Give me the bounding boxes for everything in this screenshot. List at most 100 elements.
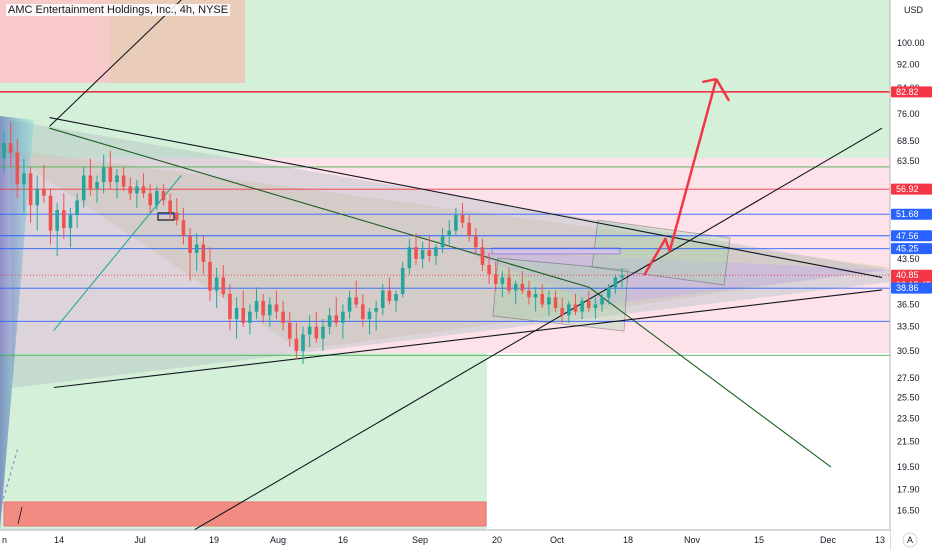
trend-line [588, 286, 832, 468]
price-tag-box [891, 208, 932, 220]
candle-body [513, 283, 518, 291]
candle-body [307, 326, 312, 335]
candle-body [493, 274, 498, 284]
candle-body [28, 173, 33, 206]
candle-body [42, 188, 46, 196]
candle-body [95, 182, 99, 189]
candle-body [55, 210, 59, 231]
candle-body [128, 186, 133, 194]
candle-body [527, 290, 531, 298]
candle-body [593, 304, 598, 309]
candle-body [81, 175, 86, 201]
candle-body [254, 300, 259, 312]
candle-body [8, 142, 13, 153]
candle-body [135, 186, 139, 194]
candle-body [35, 188, 40, 206]
small-purple-rect [491, 247, 621, 255]
candle-body [361, 304, 365, 320]
price-axis[interactable]: USD 100.0092.0084.0076.0068.5063.5056.50… [889, 0, 932, 550]
time-axis-bg [0, 530, 890, 550]
trend-line [49, 127, 590, 288]
candle-body [148, 193, 152, 206]
y-tick-label: 43.50 [897, 254, 920, 264]
candle-body [553, 297, 558, 309]
candle-body [354, 297, 358, 305]
candle-body [214, 277, 219, 291]
candle-body [394, 293, 398, 301]
y-tick-label: 68.50 [897, 136, 920, 146]
forecast-arrow-layer [643, 77, 731, 276]
candle-body [400, 268, 405, 294]
candle-body [141, 186, 146, 194]
candle-body [194, 244, 199, 254]
candle-body [261, 300, 265, 316]
candle-body [374, 308, 378, 312]
candle-body [427, 250, 432, 256]
x-tick-labels: n 14 Jul 19 Aug 16 Sep 20 Oct 18 Nov 15 Dec 13 [2, 535, 885, 545]
candle-body [201, 244, 206, 262]
x-tick-label: Aug [270, 535, 286, 545]
candle-body [447, 230, 452, 237]
candle-body [108, 166, 113, 183]
candle-body [208, 261, 212, 291]
candle-body [15, 152, 20, 185]
candle-body [440, 236, 445, 248]
candle-body [281, 311, 285, 323]
x-tick-label: 16 [338, 535, 348, 545]
candle-body [414, 247, 418, 259]
y-tick-label: 30.50 [897, 346, 920, 356]
candle-body [321, 326, 325, 339]
segments-layer [49, 0, 883, 530]
candle-body [507, 277, 511, 291]
candle-body [301, 334, 305, 352]
time-axis[interactable]: n 14 Jul 19 Aug 16 Sep 20 Oct 18 Nov 15 Dec 13 [0, 529, 890, 550]
x-tick-label: 18 [623, 535, 633, 545]
candle-body [467, 222, 471, 237]
y-tick-label: 76.00 [897, 109, 920, 119]
y-tick-label: 63.50 [897, 156, 920, 166]
price-tag-box [891, 230, 932, 242]
trend-line [49, 117, 883, 278]
candle-body [268, 304, 272, 316]
auto-scale-button[interactable]: A [902, 532, 918, 548]
dashed-guide [0, 447, 19, 511]
trend-line [49, 0, 182, 127]
y-tick-label: 92.00 [897, 60, 920, 70]
candle-body [434, 247, 438, 256]
price-tag-box [891, 86, 932, 98]
candle-body [287, 322, 292, 339]
candle-body [573, 304, 578, 312]
channel-box-1 [492, 257, 629, 332]
price-tag-label: 47.56 [896, 231, 919, 241]
price-tag-box [891, 243, 932, 255]
candle-body [367, 311, 372, 320]
chart-title: AMC Entertainment Holdings, Inc., 4h, NY… [6, 4, 231, 16]
x-tick-label: 15 [754, 535, 764, 545]
candle-body [487, 264, 491, 275]
x-tick-label: Oct [550, 535, 565, 545]
candle-body [75, 200, 79, 216]
candle-body [234, 308, 239, 320]
candle-body [188, 236, 192, 254]
candle-body [580, 300, 584, 312]
forecast-arrow-head [715, 78, 731, 102]
y-tick-label: 23.50 [897, 414, 920, 424]
candle-body [533, 293, 538, 298]
candle-body [174, 212, 179, 221]
y-tick-label: 16.50 [897, 505, 920, 515]
candle-body [221, 277, 226, 294]
price-tag-box [891, 183, 932, 195]
candle-body [115, 175, 119, 183]
candle-body [241, 308, 246, 323]
small-black-rect [157, 212, 175, 221]
candle-body [586, 300, 591, 309]
purple-triangle [460, 250, 890, 305]
x-tick-label: 20 [492, 535, 502, 545]
price-tag-label: 82.82 [896, 87, 919, 97]
candle-body [407, 247, 412, 269]
pink-zone [0, 158, 890, 353]
price-tags: 82.8256.9251.6847.5645.2540.8502:15:4538… [891, 86, 932, 294]
candle-body [560, 308, 564, 316]
